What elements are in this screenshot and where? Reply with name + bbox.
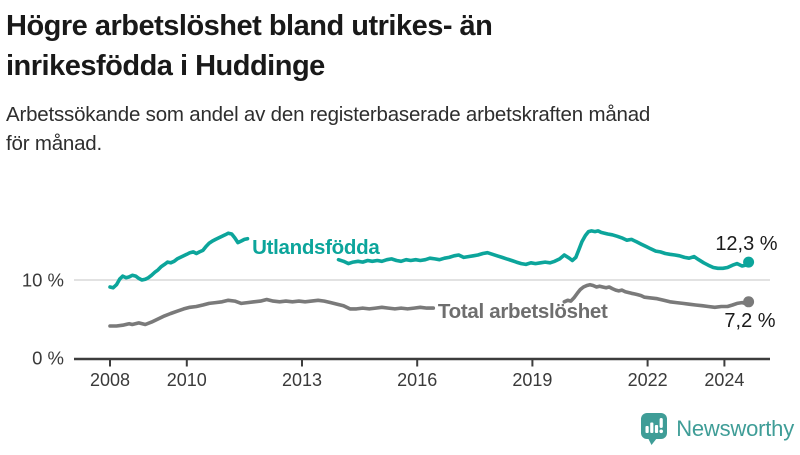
subtitle-line-1: Arbetssökande som andel av den registerb… xyxy=(6,103,651,126)
chart-header: Högre arbetslöshet bland utrikes- än inr… xyxy=(6,6,786,158)
newsworthy-logo-text: Newsworthy xyxy=(676,416,794,441)
x-axis-tick-label: 2010 xyxy=(167,370,207,390)
end-value-label-total: 7,2 % xyxy=(724,310,775,332)
y-axis-tick-label: 10 % xyxy=(22,270,64,291)
series-label-utlandsfodda: Utlandsfödda xyxy=(252,236,380,259)
series-label-total: Total arbetslöshet xyxy=(438,300,608,323)
series-end-dot-total xyxy=(743,296,755,308)
x-axis-tick-label: 2024 xyxy=(704,370,744,390)
series-line-utlandsfodda xyxy=(108,231,250,290)
x-axis-tick-label: 2022 xyxy=(628,370,668,390)
title-line-2: inrikesfödda i Huddinge xyxy=(6,50,325,82)
x-axis-tick-label: 2019 xyxy=(512,370,552,390)
x-axis-tick-label: 2016 xyxy=(397,370,437,390)
series-line-total xyxy=(562,282,751,310)
x-axis-tick-label: 2013 xyxy=(282,370,322,390)
subtitle-line-2: för månad. xyxy=(6,132,102,155)
end-value-label-utlandsfodda: 12,3 % xyxy=(715,233,777,255)
page-title: Högre arbetslöshet bland utrikes- än inr… xyxy=(6,6,786,86)
series-line-total xyxy=(108,297,436,328)
title-line-1: Högre arbetslöshet bland utrikes- än xyxy=(6,10,493,42)
newsworthy-chart-bubble-icon xyxy=(640,412,668,446)
series-line-utlandsfodda xyxy=(336,229,751,271)
series-end-dot-utlandsfodda xyxy=(743,256,755,268)
x-axis-tick-label: 2008 xyxy=(90,370,130,390)
newsworthy-logo: Newsworthy xyxy=(640,412,794,446)
chart-subtitle: Arbetssökande som andel av den registerb… xyxy=(6,100,786,158)
y-axis-tick-label: 0 % xyxy=(32,348,64,369)
